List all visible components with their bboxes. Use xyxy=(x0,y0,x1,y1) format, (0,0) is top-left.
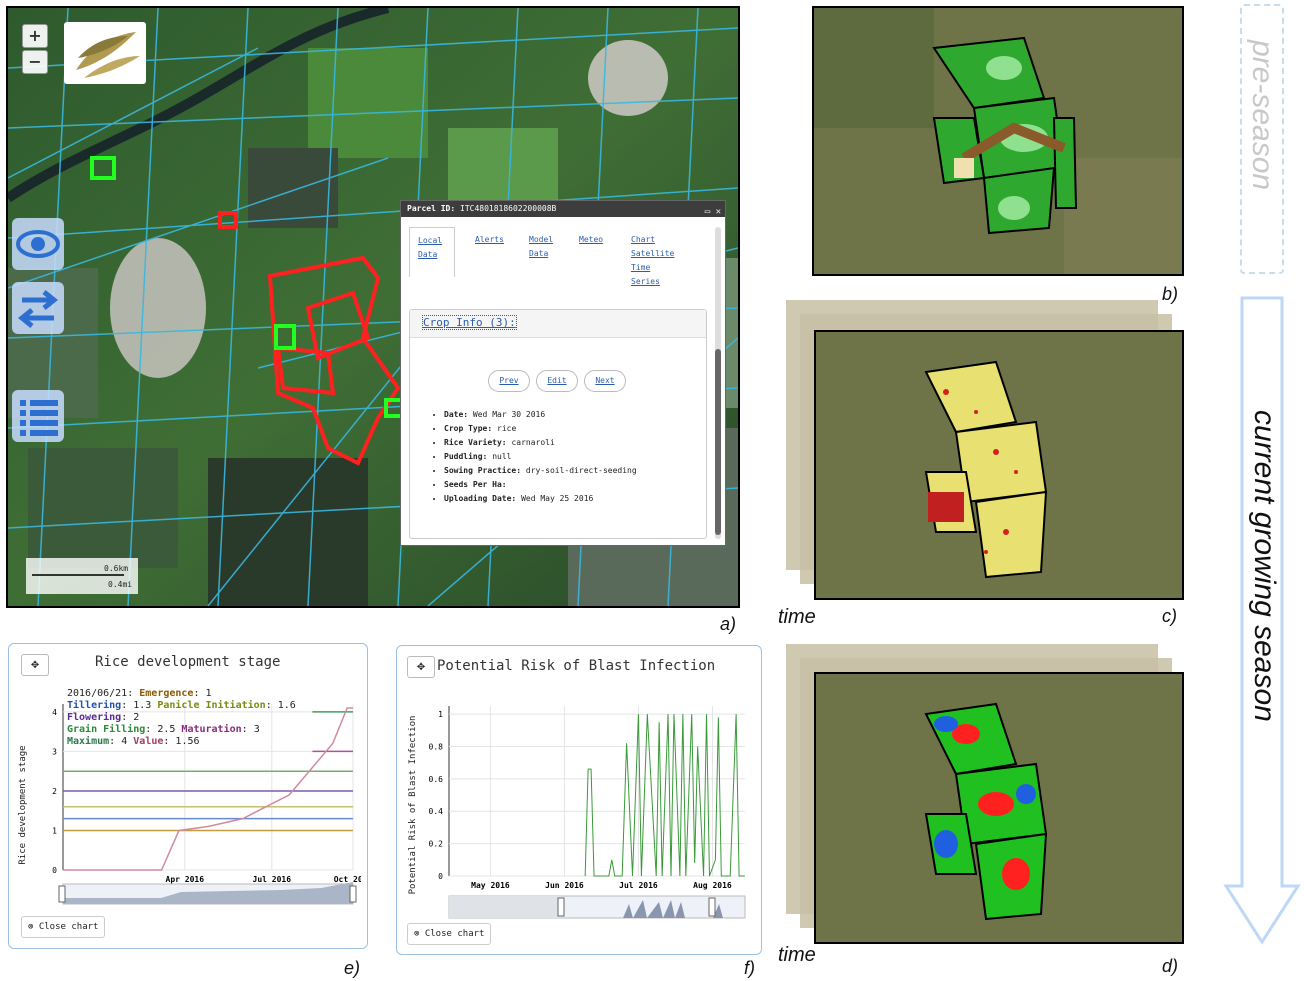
navigator-mask-left xyxy=(449,896,561,918)
map-panel-c xyxy=(814,330,1184,600)
y-tick-label: 1 xyxy=(438,710,443,719)
tab-meteo[interactable]: Meteo xyxy=(579,235,604,244)
popup-tabs: Local Data Alerts Model Data Meteo Chart… xyxy=(409,227,707,291)
crop-info-section: Crop Info (3): Prev Edit Next Date: Wed … xyxy=(409,309,707,539)
list-item: Rice Variety: carnaroli xyxy=(444,436,637,450)
close-chart-button[interactable]: ⊗ Close chart xyxy=(21,916,106,938)
y-tick-label: 0 xyxy=(438,872,443,881)
x-tick-label: Aug 2016 xyxy=(693,881,732,890)
ndvi-map xyxy=(816,332,1182,598)
navigator-area xyxy=(63,882,353,904)
y-tick-label: 3 xyxy=(52,747,57,756)
tab-local-data[interactable]: Local Data xyxy=(409,227,455,277)
y-axis-label: Potential Risk of Blast Infection xyxy=(408,715,418,895)
chart-card-e: ✥ Rice development stage Rice developmen… xyxy=(8,643,368,949)
growing-season-arrow xyxy=(1223,296,1301,945)
window-controls-icon[interactable]: ▭ ✕ xyxy=(704,207,721,217)
caption-d: d) xyxy=(1162,956,1179,976)
y-tick-label: 4 xyxy=(52,708,57,717)
navigator-handle-right xyxy=(349,885,357,903)
chart-card-f: ✥ Potential Risk of Blast Infection Pote… xyxy=(396,645,762,955)
next-button[interactable]: Next xyxy=(584,370,626,392)
list-item: Sowing Practice: dry-soil-direct-seeding xyxy=(444,464,637,478)
list-item: Date: Wed Mar 30 2016 xyxy=(444,408,637,422)
dev-stage-chart[interactable]: 0 1 2 3 4 Apr 2016 Jul 2016 Oct 2016 xyxy=(31,684,361,914)
caption-a: a) xyxy=(720,614,737,634)
chart-legend: 2016/06/21: Emergence: 1 Tillering: 1.3 … xyxy=(67,688,296,747)
list-icon[interactable] xyxy=(12,390,64,442)
caption-c: c) xyxy=(1162,606,1177,626)
navigator-handle-left xyxy=(58,885,66,903)
edit-button[interactable]: Edit xyxy=(536,370,578,392)
x-tick-label: Oct 2016 xyxy=(334,875,361,884)
x-tick-label: Jul 2016 xyxy=(619,881,658,890)
crop-info-header[interactable]: Crop Info (3): xyxy=(422,315,517,330)
y-tick-label: 0.8 xyxy=(429,742,444,751)
caption-f: f) xyxy=(744,958,755,978)
classified-map xyxy=(816,674,1182,942)
preseason-map xyxy=(814,8,1182,274)
blast-risk-chart[interactable]: 0 0.2 0.4 0.6 0.8 1 May 2016 Jun 2016 Jul 2016 Au… xyxy=(423,686,753,922)
move-handle-icon[interactable]: ✥ xyxy=(21,654,49,676)
move-handle-icon[interactable]: ✥ xyxy=(407,656,435,678)
current-season-label: current growing season xyxy=(1248,410,1281,722)
y-tick-label: 0 xyxy=(52,866,57,875)
chart-title: Rice development stage xyxy=(95,654,281,670)
x-tick-label: Jul 2016 xyxy=(253,875,292,884)
caption-e: e) xyxy=(344,958,361,978)
navigator-handle-left xyxy=(557,897,565,917)
map-panel-b xyxy=(812,6,1184,276)
tab-model-data[interactable]: Model Data xyxy=(529,235,554,258)
selected-parcels xyxy=(218,211,401,466)
y-tick-label: 0.4 xyxy=(429,807,444,816)
list-item: Puddling: null xyxy=(444,450,637,464)
navigator-handle-right xyxy=(708,897,716,917)
y-tick-label: 0.6 xyxy=(429,775,444,784)
crop-info-list: Date: Wed Mar 30 2016 Crop Type: rice Ri… xyxy=(444,408,637,506)
time-label-d: time xyxy=(778,944,816,966)
x-tick-label: May 2016 xyxy=(471,881,510,890)
y-axis-label: Rice development stage xyxy=(18,745,28,865)
eye-icon[interactable] xyxy=(12,218,64,270)
parcel-id-label: Parcel ID: xyxy=(407,204,456,213)
map-panel-d xyxy=(814,672,1184,944)
parcel-popup: Parcel ID: ITC4801818602200008B ▭ ✕ Loca… xyxy=(400,200,726,546)
y-tick-label: 1 xyxy=(52,826,57,835)
navigator-area xyxy=(623,900,723,918)
close-chart-button[interactable]: ⊗ Close chart xyxy=(407,923,492,945)
list-item: Seeds Per Ha: xyxy=(444,478,637,492)
caption-b: b) xyxy=(1162,284,1179,304)
series-line xyxy=(63,707,353,871)
popup-scrollbar[interactable] xyxy=(715,227,721,539)
zoom-in-button[interactable]: + xyxy=(22,24,48,48)
pre-season-box xyxy=(1240,4,1284,274)
prev-button[interactable]: Prev xyxy=(488,370,530,392)
scale-mi: 0.4mi xyxy=(108,580,133,589)
list-item: Crop Type: rice xyxy=(444,422,637,436)
list-item: Uploading Date: Wed May 25 2016 xyxy=(444,492,637,506)
swap-arrows-icon[interactable] xyxy=(12,282,64,334)
tab-chart-satellite[interactable]: Chart Satellite Time Series xyxy=(631,235,675,286)
legend-date: 2016/06/21: xyxy=(67,688,134,699)
scale-bar: 0.6km 0.4mi xyxy=(26,558,138,594)
tab-alerts[interactable]: Alerts xyxy=(475,235,504,244)
app-logo xyxy=(64,22,146,84)
scale-km: 0.6km xyxy=(104,564,129,573)
popup-title-bar: Parcel ID: ITC4801818602200008B ▭ ✕ xyxy=(401,201,725,217)
y-tick-label: 2 xyxy=(52,787,57,796)
zoom-out-button[interactable]: − xyxy=(22,50,48,74)
y-tick-label: 0.2 xyxy=(429,840,444,849)
pre-season-label: pre-season xyxy=(1246,40,1279,191)
x-tick-label: Apr 2016 xyxy=(166,875,205,884)
time-label-c: time xyxy=(778,606,816,628)
x-tick-label: Jun 2016 xyxy=(545,881,584,890)
chart-title: Potential Risk of Blast Infection xyxy=(437,658,716,674)
parcel-id-value: ITC4801818602200008B xyxy=(460,204,557,213)
map-panel-a[interactable]: + − 0.6km 0.4mi Parcel ID: ITC4801818602… xyxy=(6,6,740,608)
series-line xyxy=(584,714,745,877)
